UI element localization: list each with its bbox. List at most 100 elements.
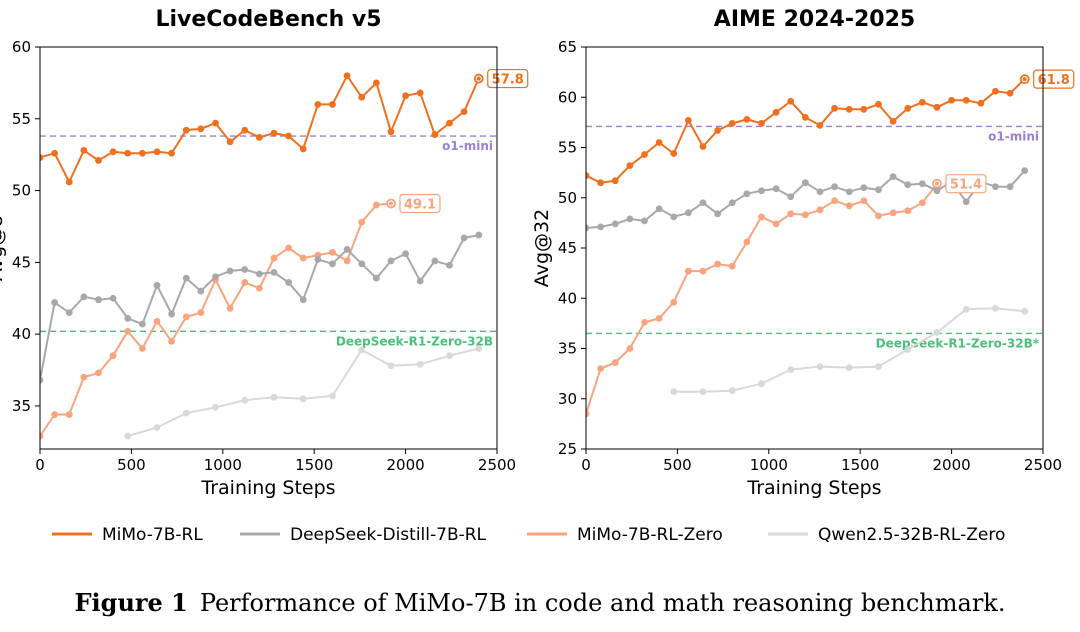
data-point — [182, 274, 190, 282]
data-point — [684, 209, 692, 217]
data-point — [241, 126, 249, 134]
data-point — [343, 72, 351, 80]
data-point — [699, 388, 707, 396]
data-point — [875, 100, 882, 108]
data-point — [611, 359, 619, 366]
series-MiMo-7B-RL — [40, 72, 484, 186]
data-point — [626, 162, 634, 169]
data-point — [226, 267, 234, 275]
data-point — [387, 362, 395, 370]
data-point — [831, 183, 839, 191]
data-point — [714, 127, 722, 134]
data-point — [875, 212, 882, 220]
data-point — [586, 224, 590, 232]
data-point — [714, 260, 722, 268]
data-point — [641, 217, 648, 225]
data-point — [212, 119, 219, 127]
data-point — [460, 234, 468, 242]
series-line — [40, 74, 480, 183]
data-point — [80, 373, 88, 381]
data-point — [65, 411, 73, 418]
chart-title: AIME 2024-2025 — [714, 7, 915, 32]
data-point — [65, 178, 73, 186]
data-point — [875, 363, 882, 370]
data-point — [212, 273, 219, 281]
data-point — [241, 279, 249, 286]
data-point — [772, 220, 780, 228]
data-point — [801, 179, 809, 187]
data-point — [875, 186, 882, 194]
reference-line-label: DeepSeek-R1-Zero-32B — [336, 334, 493, 348]
data-point — [329, 101, 336, 108]
data-point — [992, 304, 999, 312]
data-point — [475, 231, 483, 239]
data-point — [270, 393, 278, 401]
data-point — [845, 188, 853, 196]
data-point — [948, 96, 955, 104]
data-point — [977, 99, 985, 107]
data-point — [51, 299, 59, 306]
data-point — [299, 254, 307, 262]
data-point — [586, 410, 590, 418]
data-point — [586, 172, 590, 180]
data-point — [285, 279, 293, 286]
data-point — [845, 364, 853, 371]
data-point — [655, 205, 663, 213]
data-point — [270, 269, 278, 276]
data-point — [787, 193, 795, 201]
data-point — [611, 220, 619, 228]
data-point — [109, 148, 117, 156]
data-point — [431, 257, 439, 265]
data-point — [918, 199, 926, 207]
data-point — [314, 256, 322, 263]
data-point — [801, 113, 809, 121]
data-point — [168, 149, 176, 157]
data-point — [329, 248, 336, 256]
x-tick-label: 1500 — [295, 456, 333, 474]
data-point — [962, 96, 970, 104]
data-point — [787, 366, 795, 374]
data-point — [446, 119, 453, 127]
data-point-end-core — [476, 76, 481, 81]
data-point — [728, 262, 736, 270]
legend-item: Qwen2.5-32B-RL-Zero — [768, 525, 1005, 545]
data-point — [372, 201, 380, 209]
data-point — [889, 173, 897, 181]
x-tick-label: 1500 — [841, 456, 879, 474]
data-point — [109, 294, 117, 302]
data-point — [1021, 167, 1029, 175]
data-point — [285, 244, 293, 252]
data-point — [416, 89, 424, 97]
data-point — [182, 409, 190, 417]
data-point — [153, 281, 161, 289]
data-point — [358, 93, 366, 101]
value-label: 51.4 — [950, 178, 982, 193]
data-point — [904, 181, 912, 189]
data-point — [801, 211, 809, 219]
series-Qwen2.5-32B-RL-Zero — [670, 304, 1029, 396]
data-point — [758, 213, 765, 221]
data-point — [889, 117, 897, 125]
data-point — [714, 210, 722, 218]
data-point — [728, 119, 736, 127]
value-label: 57.8 — [492, 73, 524, 88]
data-point — [933, 187, 941, 195]
data-point — [933, 329, 941, 336]
data-point — [860, 184, 868, 192]
data-point — [80, 146, 88, 154]
data-point — [670, 213, 678, 221]
data-point — [699, 143, 707, 150]
series-Qwen2.5-32B-RL-Zero — [124, 345, 483, 440]
data-point — [816, 363, 824, 370]
data-point — [138, 149, 146, 157]
data-point — [655, 314, 663, 322]
data-point — [699, 267, 707, 275]
y-tick-label: 55 — [558, 139, 577, 157]
series-MiMo-7B-RL-Zero — [586, 178, 942, 418]
reference-line-label: o1-mini — [988, 129, 1039, 143]
data-point — [124, 149, 132, 157]
data-point — [831, 104, 839, 112]
data-point — [358, 260, 366, 268]
y-tick-label: 45 — [558, 239, 577, 257]
data-point — [358, 346, 366, 354]
